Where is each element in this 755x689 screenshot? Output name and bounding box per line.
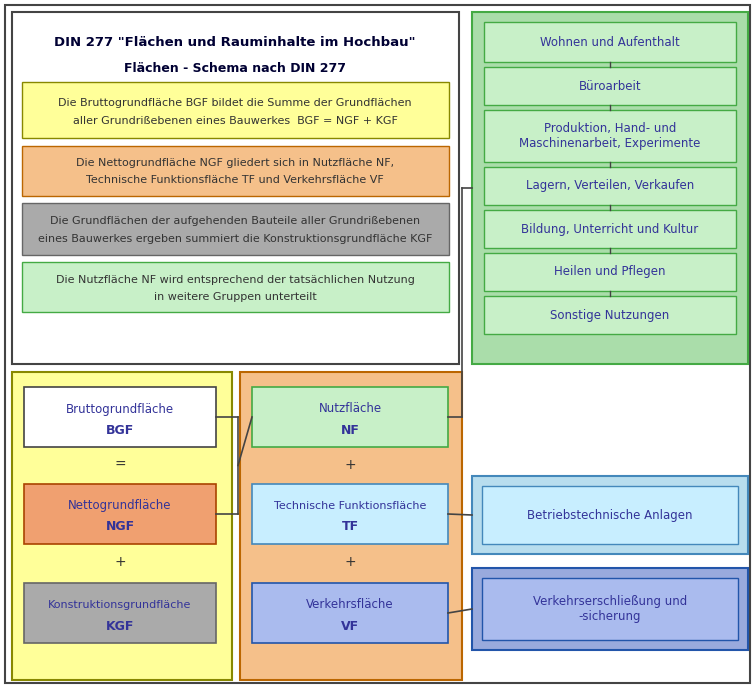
Text: Konstruktionsgrundfläche: Konstruktionsgrundfläche [48, 600, 192, 610]
Bar [252, 583, 448, 643]
Bar [12, 372, 232, 680]
Text: TF: TF [341, 520, 359, 533]
Bar [482, 578, 738, 640]
Text: Sonstige Nutzungen: Sonstige Nutzungen [550, 309, 670, 322]
Bar [22, 146, 449, 196]
Bar [252, 387, 448, 447]
Text: NF: NF [341, 424, 359, 437]
Bar [252, 484, 448, 544]
Bar [472, 12, 748, 364]
Text: Nutzfläche: Nutzfläche [319, 402, 381, 415]
Text: Verkehrserschließung und
-sicherung: Verkehrserschließung und -sicherung [533, 595, 687, 623]
Bar [22, 203, 449, 255]
Text: Flächen - Schema nach DIN 277: Flächen - Schema nach DIN 277 [124, 61, 346, 74]
Text: Die Grundflächen der aufgehenden Bauteile aller Grundrißebenen: Die Grundflächen der aufgehenden Bauteil… [50, 216, 420, 226]
Text: Bruttogrundfläche: Bruttogrundfläche [66, 402, 174, 415]
Text: Die Nettogrundfläche NGF gliedert sich in Nutzfläche NF,: Die Nettogrundfläche NGF gliedert sich i… [76, 158, 394, 168]
Bar [24, 387, 216, 447]
Text: in weitere Gruppen unterteilt: in weitere Gruppen unterteilt [153, 292, 316, 302]
Bar [484, 22, 736, 62]
Bar [484, 253, 736, 291]
Bar [484, 67, 736, 105]
Bar [24, 583, 216, 643]
Bar [240, 372, 462, 680]
Bar [22, 82, 449, 138]
Bar [22, 262, 449, 312]
Text: Verkehrsfläche: Verkehrsfläche [307, 599, 394, 612]
Text: KGF: KGF [106, 619, 134, 633]
Bar [472, 568, 748, 650]
Bar [24, 484, 216, 544]
Text: +: + [114, 555, 126, 569]
Text: Büroarbeit: Büroarbeit [578, 79, 641, 92]
Text: Die Bruttogrundfläche BGF bildet die Summe der Grundflächen: Die Bruttogrundfläche BGF bildet die Sum… [58, 98, 411, 108]
Text: Die Nutzfläche NF wird entsprechend der tatsächlichen Nutzung: Die Nutzfläche NF wird entsprechend der … [56, 275, 414, 285]
Bar [482, 486, 738, 544]
Text: Nettogrundfläche: Nettogrundfläche [68, 500, 171, 513]
Text: =: = [114, 458, 126, 472]
Text: Bildung, Unterricht und Kultur: Bildung, Unterricht und Kultur [522, 223, 698, 236]
Text: aller Grundrißebenen eines Bauwerkes  BGF = NGF + KGF: aller Grundrißebenen eines Bauwerkes BGF… [72, 116, 397, 126]
Text: Betriebstechnische Anlagen: Betriebstechnische Anlagen [527, 508, 693, 522]
Text: BGF: BGF [106, 424, 134, 437]
Text: Wohnen und Aufenthalt: Wohnen und Aufenthalt [540, 36, 680, 48]
Bar [484, 296, 736, 334]
Text: Technische Funktionsfläche: Technische Funktionsfläche [274, 501, 426, 511]
Bar [484, 167, 736, 205]
Text: +: + [344, 555, 356, 569]
Bar [484, 210, 736, 248]
Bar [12, 12, 459, 364]
Text: VF: VF [341, 619, 359, 633]
Bar [484, 110, 736, 162]
Text: Produktion, Hand- und
Maschinenarbeit, Experimente: Produktion, Hand- und Maschinenarbeit, E… [519, 122, 701, 150]
Bar [472, 476, 748, 554]
Text: DIN 277 "Flächen und Rauminhalte im Hochbau": DIN 277 "Flächen und Rauminhalte im Hoch… [54, 36, 416, 48]
Text: Heilen und Pflegen: Heilen und Pflegen [554, 265, 666, 278]
Text: NGF: NGF [106, 520, 134, 533]
Text: eines Bauwerkes ergeben summiert die Konstruktionsgrundfläche KGF: eines Bauwerkes ergeben summiert die Kon… [38, 234, 432, 244]
Text: Lagern, Verteilen, Verkaufen: Lagern, Verteilen, Verkaufen [526, 180, 694, 192]
Text: Technische Funktionsfläche TF und Verkehrsfläche VF: Technische Funktionsfläche TF und Verkeh… [86, 175, 384, 185]
Text: +: + [344, 458, 356, 472]
